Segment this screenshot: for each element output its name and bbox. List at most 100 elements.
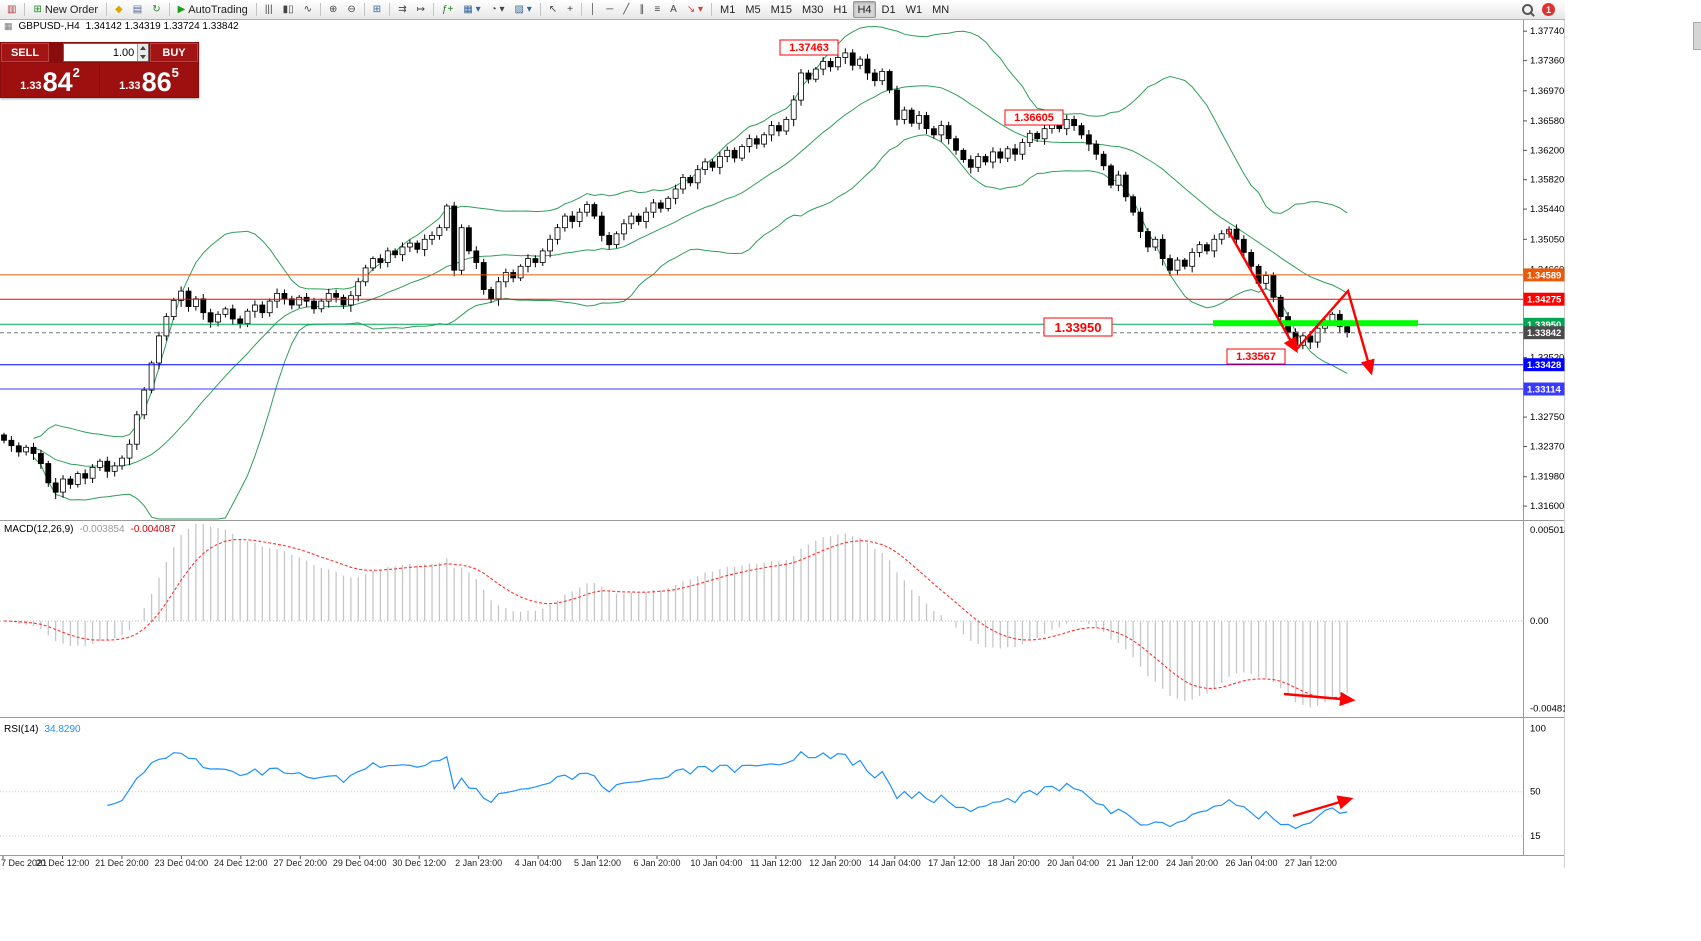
trade-panel-spacer xyxy=(50,43,62,62)
macd-signal-value: -0.004087 xyxy=(130,524,176,535)
sell-price-display[interactable]: 1.33 84 2 xyxy=(1,63,99,97)
price-tag-1.33842 xyxy=(1523,326,1565,340)
sell-button[interactable]: SELL xyxy=(1,43,49,62)
candlestick-chart-icon[interactable]: ▮▯ xyxy=(279,1,298,18)
volume-input[interactable] xyxy=(64,44,138,61)
svg-text:100: 100 xyxy=(1530,723,1546,734)
price-label-1.36605[interactable] xyxy=(1004,109,1064,126)
tile-windows-icon-glyph: ⊞ xyxy=(372,3,382,15)
indicators-button[interactable]: ƒ+ xyxy=(438,1,457,18)
search-icon[interactable] xyxy=(1521,3,1535,17)
timeframe-mn[interactable]: MN xyxy=(928,1,953,18)
timeframe-w1[interactable]: W1 xyxy=(902,1,927,18)
toolbar-separator xyxy=(711,3,713,16)
chart-shift-icon[interactable]: ↦ xyxy=(413,1,429,18)
autotrading-button[interactable]: ▶ AutoTrading xyxy=(174,1,252,18)
timeframe-h1-label: H1 xyxy=(833,3,848,16)
vertical-line-icon[interactable]: │ xyxy=(586,1,600,18)
svg-text:12 Jan 20:00: 12 Jan 20:00 xyxy=(809,858,861,868)
new-order-button[interactable]: ⊞ New Order xyxy=(29,1,102,18)
timeframe-m5-label: M5 xyxy=(745,3,761,16)
metaeditor-icon[interactable]: ◆ xyxy=(111,1,127,18)
timeframe-h1[interactable]: H1 xyxy=(829,1,851,18)
svg-text:1.35050: 1.35050 xyxy=(1530,234,1564,245)
price-label-1.33567[interactable] xyxy=(1226,348,1286,365)
time-axis[interactable] xyxy=(0,856,1523,869)
chart-window-icon[interactable]: ▥ xyxy=(3,1,20,18)
auto-scroll-icon-glyph: ⇉ xyxy=(398,3,407,15)
templates-dropdown[interactable]: ▨ ▾ xyxy=(510,1,535,18)
trend-arrow-2[interactable] xyxy=(1295,288,1375,376)
bar-chart-icon-glyph: ||| xyxy=(264,3,273,15)
price-tag-1.33428 xyxy=(1523,358,1565,372)
toolbar-separator xyxy=(432,3,434,16)
text-icon[interactable]: A xyxy=(666,1,681,18)
toolbar-separator xyxy=(168,3,170,16)
price-label-1.37463[interactable] xyxy=(779,39,839,56)
svg-text:2 Jan 23:00: 2 Jan 23:00 xyxy=(455,858,502,868)
fibonacci-icon[interactable]: ≡ xyxy=(650,1,664,18)
trend-arrow-3[interactable] xyxy=(1283,691,1356,707)
buy-button[interactable]: BUY xyxy=(150,43,198,62)
timeframe-m5[interactable]: M5 xyxy=(741,1,764,18)
trend-arrow-1[interactable] xyxy=(1226,229,1298,354)
periods-dropdown[interactable]: ◔ ▾ xyxy=(487,1,509,18)
timeframe-m1[interactable]: M1 xyxy=(716,1,739,18)
arrows-dropdown[interactable]: ↘ ▾ xyxy=(683,1,707,18)
candles-layer xyxy=(1,48,1351,500)
zoom-out-icon[interactable]: ⊖ xyxy=(343,1,359,18)
symbol-header: ▦ GBPUSD-,H4 1.34142 1.34319 1.33724 1.3… xyxy=(4,21,239,32)
trend-arrow-4[interactable] xyxy=(1292,795,1354,818)
chart-shift-icon-glyph: ↦ xyxy=(416,3,425,15)
chart-canvas[interactable]: 1.37740 1.37360 1.36970 1.36580 1.36200 1.358… xyxy=(0,0,1565,941)
line-chart-icon[interactable]: ∿ xyxy=(300,1,316,18)
candlestick-chart-icon-glyph: ▮▯ xyxy=(282,3,294,15)
notification-badge[interactable]: 1 xyxy=(1542,3,1555,16)
crosshair-icon[interactable]: + xyxy=(563,1,577,18)
buy-price-display[interactable]: 1.33 86 5 xyxy=(100,63,198,97)
svg-text:1.31980: 1.31980 xyxy=(1530,472,1564,483)
svg-text:1.31600: 1.31600 xyxy=(1530,501,1564,512)
sell-price-small: 1.33 xyxy=(20,80,42,92)
price-label-1.33950[interactable] xyxy=(1043,317,1113,337)
buy-price-sup: 5 xyxy=(171,65,179,80)
timeframe-mn-label: MN xyxy=(932,3,950,16)
data-window-icon[interactable]: ▤ xyxy=(129,1,146,18)
volume-up-stepper[interactable] xyxy=(138,44,148,53)
svg-text:-0.004812: -0.004812 xyxy=(1530,703,1565,714)
toolbar: ▥ ⊞ New Order ◆ ▤ ↻ ▶ AutoTrading ||| ▮▯ ∿ ⊕ ⊖ ⊞ ⇉ ↦ ƒ+ ▦… xyxy=(0,0,1565,20)
crosshair-icon-glyph: + xyxy=(567,3,573,15)
bar-chart-icon[interactable]: ||| xyxy=(261,1,277,18)
svg-text:7 Dec 2021: 7 Dec 2021 xyxy=(1,858,47,868)
trendline-icon[interactable]: ╱ xyxy=(619,1,633,18)
price-axis[interactable] xyxy=(1523,20,1565,855)
timeframe-m30[interactable]: M30 xyxy=(798,1,827,18)
arrows-dropdown-glyph: ↘ ▾ xyxy=(686,3,704,15)
toolbar-separator xyxy=(24,3,26,16)
svg-text:27 Jan 12:00: 27 Jan 12:00 xyxy=(1285,858,1337,868)
timeframe-m15[interactable]: M15 xyxy=(767,1,796,18)
tile-windows-icon[interactable]: ⊞ xyxy=(369,1,385,18)
svg-text:1.33842: 1.33842 xyxy=(1527,328,1561,339)
svg-text:21 Jan 12:00: 21 Jan 12:00 xyxy=(1106,858,1158,868)
horizontal-line-icon[interactable]: ─ xyxy=(602,1,617,18)
macd-header: MACD(12,26,9) -0.003854 -0.004087 xyxy=(4,524,176,535)
volume-stepper xyxy=(137,44,148,61)
volume-down-stepper[interactable] xyxy=(138,53,148,62)
svg-text:23 Dec 04:00: 23 Dec 04:00 xyxy=(155,858,209,868)
fibonacci-icon-glyph: ≡ xyxy=(654,3,661,15)
channel-icon[interactable]: ∥ xyxy=(635,1,648,18)
timeframe-m15-label: M15 xyxy=(770,3,792,16)
timeframe-h4[interactable]: H4 xyxy=(853,1,876,18)
timeframe-m30-label: M30 xyxy=(802,3,824,16)
charts-dropdown[interactable]: ▦ ▾ xyxy=(459,1,484,18)
timeframe-d1[interactable]: D1 xyxy=(878,1,900,18)
svg-text:11 Jan 12:00: 11 Jan 12:00 xyxy=(750,858,801,868)
auto-scroll-icon[interactable]: ⇉ xyxy=(394,1,410,18)
cursor-icon[interactable]: ↖ xyxy=(545,1,561,18)
svg-text:1.33567: 1.33567 xyxy=(1236,351,1276,363)
price-tag-1.33114 xyxy=(1523,382,1565,396)
support-zone-bar[interactable] xyxy=(1213,320,1418,327)
zoom-in-icon[interactable]: ⊕ xyxy=(325,1,341,18)
refresh-icon[interactable]: ↻ xyxy=(148,1,164,18)
